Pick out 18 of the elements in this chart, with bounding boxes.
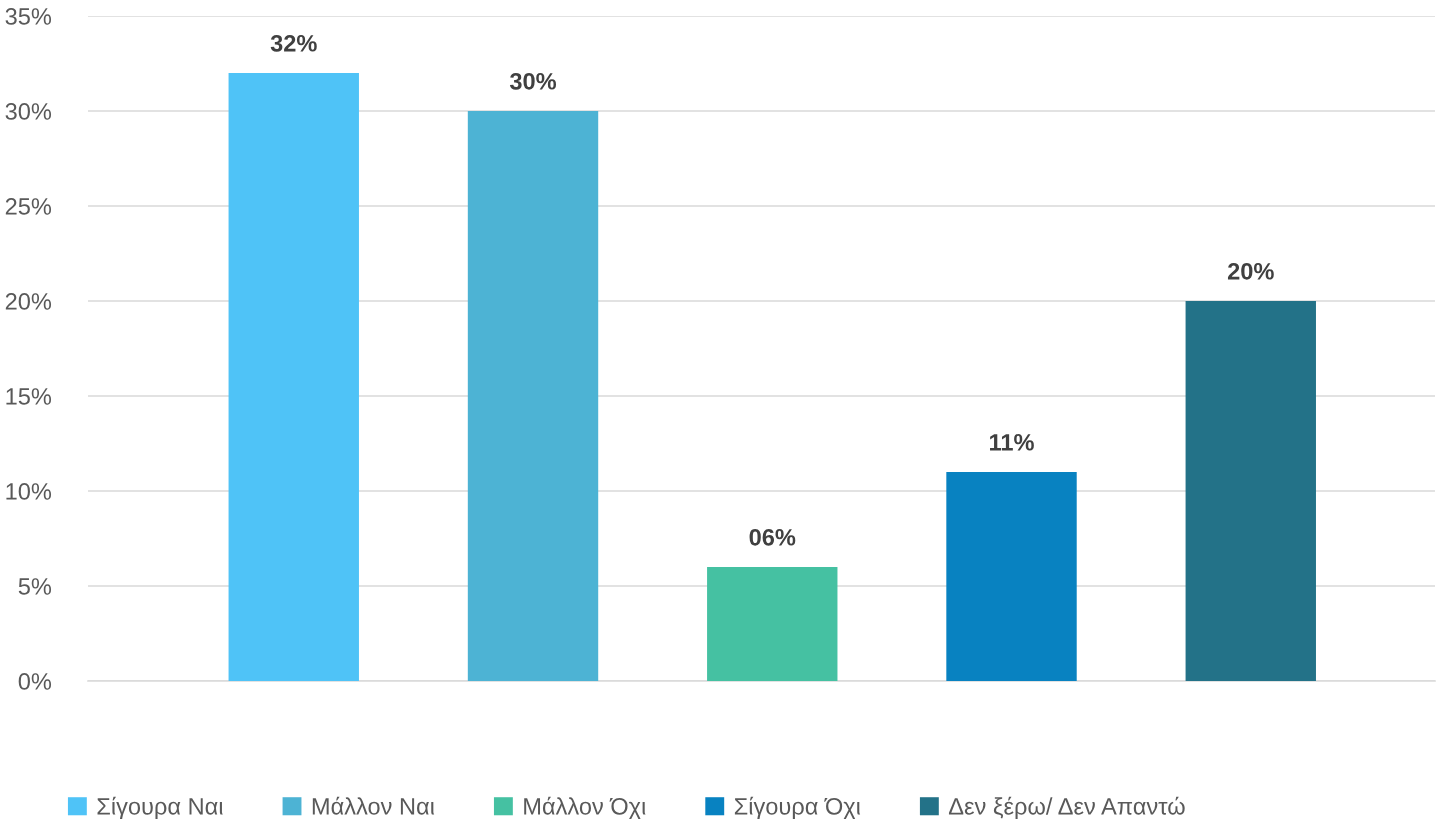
legend-label: Δεν ξέρω/ Δεν Απαντώ: [948, 796, 1185, 819]
legend-label: Σίγουρα Όχι: [734, 796, 861, 819]
data-label: 11%: [990, 434, 1034, 451]
data-label: 06%: [749, 528, 796, 546]
data-label: 20%: [1227, 262, 1274, 280]
y-tick-label: 20%: [5, 293, 52, 310]
y-tick-label: 10%: [6, 483, 52, 500]
data-label: 30%: [509, 72, 557, 90]
y-tick-label: 0%: [18, 673, 52, 690]
data-label: 32%: [270, 34, 317, 52]
legend-label: Μάλλον Όχι: [524, 796, 646, 819]
y-tick-label: 15%: [6, 388, 52, 405]
y-tick-label: 35%: [5, 8, 52, 25]
y-tick-label: 5%: [18, 578, 52, 595]
legend-label: Σίγουρα Ναι: [97, 796, 223, 819]
y-tick-label: 30%: [5, 103, 52, 120]
y-tick-label: 25%: [5, 198, 52, 215]
legend-label: Μάλλον Ναι: [312, 796, 435, 815]
